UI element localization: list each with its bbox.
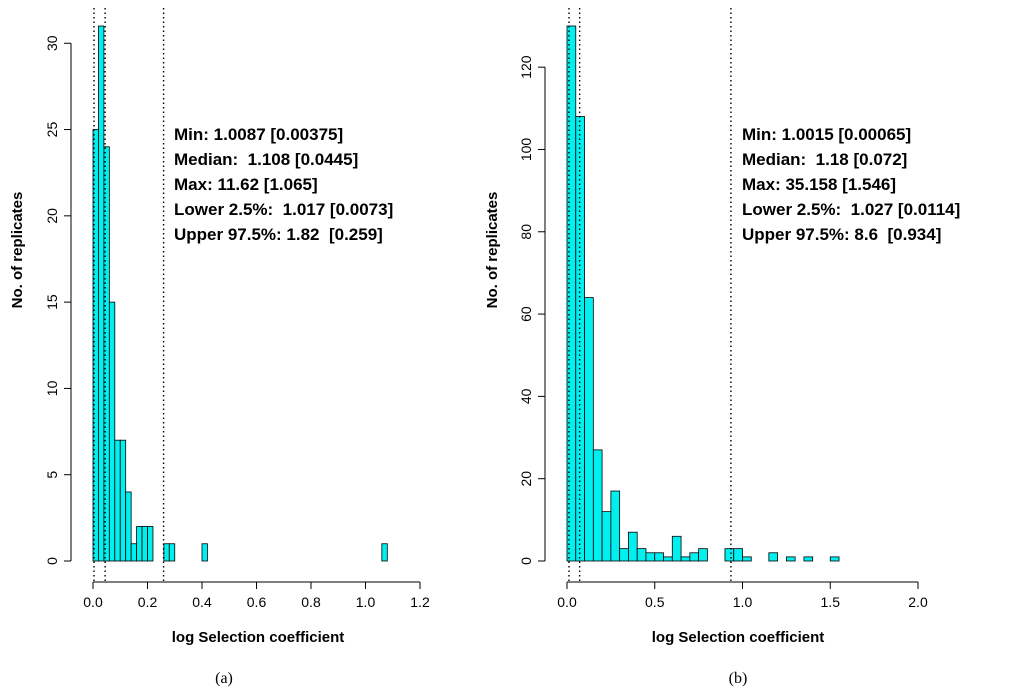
y-axis-title: No. of replicates [484, 192, 501, 309]
stats-line-upper: Upper 97.5%: 8.6 [0.934] [742, 225, 941, 244]
histogram-bar [125, 491, 132, 562]
x-tick-label: 1.5 [821, 594, 841, 610]
histogram-bar [628, 531, 638, 562]
histogram-bar [108, 301, 116, 562]
x-tick-label: 2.0 [908, 594, 928, 610]
histogram-bar [829, 556, 840, 562]
stats-line-max: Max: 35.158 [1.546] [742, 175, 896, 194]
x-tick-label: 0.2 [138, 594, 158, 610]
x-tick-label: 0.8 [301, 594, 321, 610]
stats-annotation: Min: 1.0015 [0.00065] Median: 1.18 [0.07… [742, 125, 960, 244]
histogram-bar [654, 552, 664, 562]
histogram-bar [698, 548, 708, 562]
x-axis-title: log Selection coefficient [172, 629, 345, 646]
stats-line-median: Median: 1.18 [0.072] [742, 150, 907, 169]
x-tick-label: 1.0 [733, 594, 753, 610]
y-tick-label: 120 [518, 55, 534, 79]
y-tick-label: 0 [518, 557, 534, 565]
histogram-bar [98, 25, 105, 562]
reference-lines [93, 8, 165, 582]
stats-line-lower: Lower 2.5%: 1.027 [0.0114] [742, 200, 960, 219]
histogram-panel-a: 0.0 0.2 0.4 0.6 0.8 1.0 1.2 0 5 10 15 20 25 30 log S… [9, 8, 430, 687]
x-tick-label: 0.5 [645, 594, 665, 610]
y-tick-label: 5 [44, 471, 60, 479]
stats-line-median: Median: 1.108 [0.0445] [174, 150, 358, 169]
histogram-bar [592, 449, 603, 562]
histogram-bar [136, 526, 143, 562]
histogram-bar [130, 543, 137, 562]
y-tick-label: 20 [518, 471, 534, 487]
stats-line-min: Min: 1.0015 [0.00065] [742, 125, 911, 144]
y-axis-title: No. of replicates [9, 192, 26, 309]
histogram-bar [768, 552, 779, 562]
histogram-bar [119, 439, 127, 562]
x-tick-label: 1.2 [410, 594, 430, 610]
y-tick-label: 60 [518, 306, 534, 322]
histogram-bar [601, 511, 612, 562]
histogram-bar [147, 526, 154, 562]
panel-caption: (b) [729, 670, 748, 687]
y-tick-label: 10 [44, 380, 60, 396]
x-tick-label: 1.0 [356, 594, 376, 610]
histogram-bar [381, 543, 388, 562]
histogram-bar [168, 543, 176, 562]
histogram-bar [114, 439, 121, 562]
x-tick-label: 0.4 [192, 594, 212, 610]
stats-line-upper: Upper 97.5%: 1.82 [0.259] [174, 225, 383, 244]
histogram-bar [163, 543, 170, 562]
histogram-bar [785, 556, 796, 562]
stats-line-lower: Lower 2.5%: 1.017 [0.0073] [174, 200, 393, 219]
histogram-bar [201, 543, 208, 562]
x-axis: 0.0 0.5 1.0 1.5 2.0 [557, 581, 928, 610]
stats-line-max: Max: 11.62 [1.065] [174, 175, 318, 194]
y-axis: 0 20 40 60 80 100 120 [518, 55, 546, 565]
panel-caption: (a) [215, 670, 233, 687]
reference-lines [568, 8, 732, 582]
y-tick-label: 0 [44, 557, 60, 565]
histogram-bar [689, 552, 700, 562]
histogram-bar [680, 556, 691, 562]
y-tick-label: 15 [44, 294, 60, 310]
y-tick-label: 80 [518, 224, 534, 240]
histogram-bar [733, 548, 743, 562]
histogram-bar [584, 297, 594, 562]
y-axis: 0 5 10 15 20 25 30 [44, 35, 72, 565]
histogram-bar [663, 556, 673, 562]
histogram-bar [671, 535, 682, 562]
histogram-bar [724, 548, 735, 562]
x-tick-label: 0.0 [557, 594, 577, 610]
histogram-bar [803, 556, 814, 562]
histogram-bar [141, 526, 148, 562]
x-axis-title: log Selection coefficient [652, 629, 825, 646]
histogram-bar [742, 556, 752, 562]
histogram-panel-b: 0.0 0.5 1.0 1.5 2.0 0 20 40 60 80 100 120 log Sele… [484, 8, 960, 687]
y-tick-label: 25 [44, 122, 60, 138]
y-tick-label: 30 [44, 35, 60, 51]
bars-group [92, 25, 388, 562]
x-tick-label: 0.0 [83, 594, 103, 610]
y-tick-label: 20 [44, 208, 60, 224]
histogram-bar [636, 548, 647, 562]
histogram-bar [619, 548, 629, 562]
stats-annotation: Min: 1.0087 [0.00375] Median: 1.108 [0.0… [174, 125, 393, 244]
bars-group [566, 25, 840, 562]
x-axis: 0.0 0.2 0.4 0.6 0.8 1.0 1.2 [83, 581, 430, 610]
histogram-bar [610, 490, 621, 562]
y-tick-label: 40 [518, 388, 534, 404]
histogram-bar [92, 129, 99, 562]
y-tick-label: 100 [518, 138, 534, 162]
stats-line-min: Min: 1.0087 [0.00375] [174, 125, 343, 144]
x-tick-label: 0.6 [247, 594, 267, 610]
histogram-bar [645, 552, 656, 562]
